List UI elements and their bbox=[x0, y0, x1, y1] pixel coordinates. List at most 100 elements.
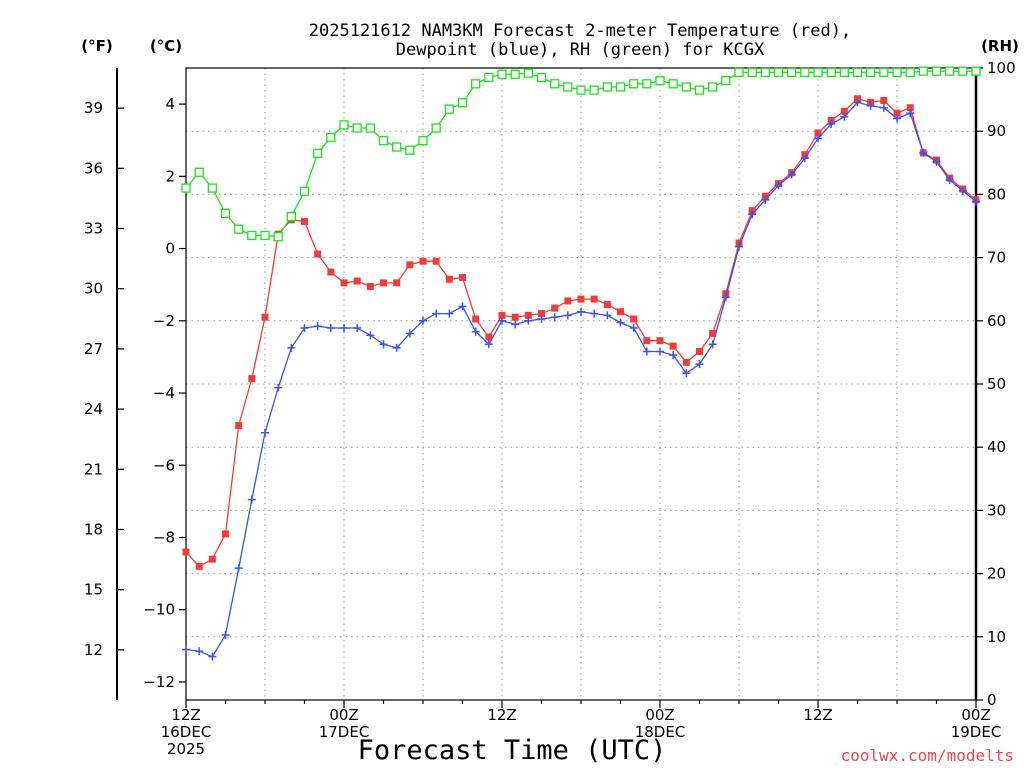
dewpoint-point bbox=[840, 112, 849, 121]
dewpoint-point bbox=[827, 119, 836, 128]
x-tick-label-line: 00Z bbox=[961, 706, 990, 724]
rh-point bbox=[589, 85, 599, 95]
dewpoint-point bbox=[274, 383, 283, 392]
rh-point bbox=[918, 66, 928, 76]
celsius-tick-label: −8 bbox=[153, 528, 175, 546]
fahrenheit-tick-label: 30 bbox=[84, 280, 103, 298]
rh-point bbox=[971, 66, 981, 76]
rh-axis-label: (RH) bbox=[981, 37, 1019, 55]
fahrenheit-tick-label: 15 bbox=[84, 581, 103, 599]
temperature-point bbox=[603, 301, 611, 309]
dewpoint-point bbox=[300, 324, 309, 333]
dewpoint-point bbox=[721, 293, 730, 302]
rh-point bbox=[260, 230, 270, 241]
temperature-point bbox=[577, 295, 585, 303]
rh-point bbox=[852, 67, 863, 78]
celsius-tick-label: 4 bbox=[165, 95, 175, 113]
rh-point bbox=[286, 211, 296, 222]
temperature-point bbox=[630, 315, 638, 323]
dewpoint-point bbox=[708, 340, 717, 349]
rh-point bbox=[694, 85, 705, 95]
temperature-point bbox=[406, 261, 414, 269]
temperature-point bbox=[538, 310, 545, 318]
rh-point bbox=[813, 67, 823, 78]
temperature-point bbox=[432, 257, 440, 265]
rh-point bbox=[365, 123, 375, 133]
dewpoint-point bbox=[577, 307, 585, 316]
temperature-point bbox=[814, 129, 822, 137]
rh-point bbox=[431, 123, 441, 133]
fahrenheit-axis-label: (°F) bbox=[81, 37, 112, 55]
rh-point bbox=[839, 67, 849, 78]
rh-point bbox=[247, 230, 257, 241]
rh-point bbox=[734, 67, 744, 78]
rh-point bbox=[497, 69, 507, 79]
dewpoint-point bbox=[379, 340, 388, 349]
x-tick-label: 00Z 17DEC bbox=[319, 706, 370, 741]
site-credit: coolwx.com/modelts bbox=[841, 746, 1014, 765]
temperature-point bbox=[261, 313, 269, 321]
fahrenheit-tick-label: 39 bbox=[84, 99, 103, 117]
rh-point bbox=[220, 208, 231, 219]
rh-point bbox=[576, 85, 586, 95]
dewpoint-point bbox=[247, 495, 256, 504]
celsius-tick-label: 2 bbox=[165, 167, 175, 185]
rh-point bbox=[681, 82, 691, 92]
rh-tick-label: 50 bbox=[987, 375, 1006, 393]
rh-point bbox=[866, 67, 876, 78]
x-tick-label-line: 16DEC bbox=[161, 723, 212, 741]
chart-title-line-1: 2025121612 NAM3KM Forecast 2-meter Tempe… bbox=[309, 21, 851, 41]
dewpoint-point bbox=[945, 175, 954, 184]
dewpoint-point bbox=[919, 148, 928, 157]
temperature-point bbox=[208, 555, 216, 563]
dewpoint-point bbox=[616, 318, 625, 327]
dewpoint-point bbox=[366, 331, 375, 340]
temperature-point bbox=[880, 97, 888, 105]
rh-point bbox=[655, 75, 665, 86]
dewpoint-point bbox=[590, 309, 599, 318]
temperature-point bbox=[656, 337, 664, 345]
celsius-axis-label: (°C) bbox=[150, 37, 182, 55]
rh-point bbox=[958, 66, 968, 76]
fahrenheit-tick-label: 21 bbox=[84, 460, 103, 478]
dewpoint-point bbox=[524, 316, 533, 325]
fahrenheit-tick-label: 36 bbox=[84, 159, 103, 177]
temperature-point bbox=[195, 562, 203, 570]
rh-point bbox=[945, 66, 955, 76]
temperature-point bbox=[393, 279, 401, 287]
rh-tick-label: 60 bbox=[987, 312, 1006, 330]
rh-point bbox=[510, 69, 520, 79]
rh-point bbox=[931, 66, 942, 76]
temperature-point bbox=[380, 279, 387, 287]
temperature-point bbox=[182, 548, 190, 556]
rh-point bbox=[642, 79, 652, 89]
gridlines bbox=[186, 68, 976, 700]
rh-point bbox=[207, 183, 217, 193]
data-series bbox=[181, 66, 981, 661]
temperature-point bbox=[709, 329, 717, 337]
dewpoint-point bbox=[287, 343, 296, 352]
dewpoint-point bbox=[432, 309, 441, 318]
temperature-point bbox=[643, 337, 651, 345]
rh-point bbox=[800, 67, 810, 78]
dewpoint-point bbox=[458, 302, 467, 311]
rh-point bbox=[523, 68, 533, 78]
dewpoint-point bbox=[893, 114, 901, 123]
rh-point bbox=[313, 148, 323, 158]
x-axis-label: Forecast Time (UTC) bbox=[358, 735, 667, 766]
fahrenheit-tick-label: 33 bbox=[84, 220, 103, 238]
dewpoint-point bbox=[563, 311, 572, 320]
x-tick-label-line: 12Z bbox=[803, 706, 832, 724]
x-tick-label-line: 19DEC bbox=[951, 723, 1002, 741]
rh-point bbox=[181, 183, 191, 193]
rh-point bbox=[826, 67, 836, 78]
temperature-point bbox=[906, 104, 914, 112]
rh-point bbox=[879, 67, 889, 78]
rh-point bbox=[550, 79, 560, 89]
fahrenheit-tick-label: 18 bbox=[84, 520, 103, 538]
rh-point bbox=[339, 120, 349, 130]
x-tick-label-line: 18DEC bbox=[635, 723, 686, 741]
temperature-point bbox=[840, 107, 848, 115]
x-tick-label-line: 00Z bbox=[329, 706, 358, 724]
